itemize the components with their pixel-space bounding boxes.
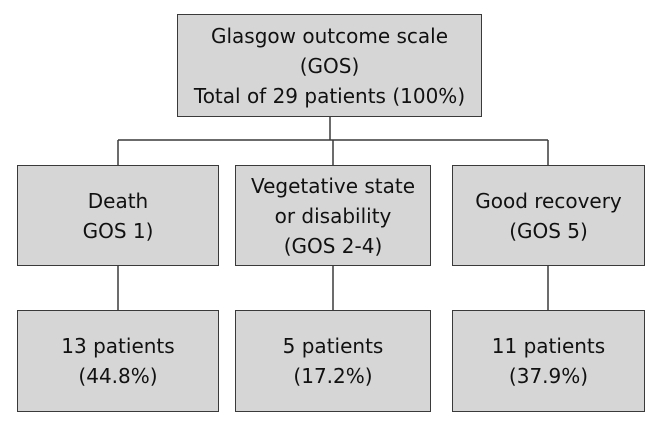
root-total: Total of 29 patients (100%) <box>193 83 466 108</box>
category-good-recovery-code: (GOS 5) <box>509 218 588 243</box>
result-vegetative-percent: (17.2%) <box>293 364 373 388</box>
result-good-recovery-percent: (37.9%) <box>508 364 589 388</box>
category-death-box: Death GOS 1) <box>17 165 219 266</box>
category-good-recovery-box: Good recovery (GOS 5) <box>452 165 645 266</box>
category-death-code: GOS 1) <box>82 218 154 243</box>
root-abbreviation: (GOS) <box>299 53 360 78</box>
result-good-recovery-box: 11 patients (37.9%) <box>452 310 645 412</box>
category-vegetative-label-2: or disability <box>274 203 392 228</box>
result-death-percent: (44.8%) <box>78 364 158 388</box>
result-death-count: 13 patients <box>61 334 175 358</box>
category-vegetative-label: Vegetative state <box>250 173 416 198</box>
category-good-recovery-label: Good recovery <box>475 188 622 213</box>
result-vegetative-box: 5 patients (17.2%) <box>235 310 431 412</box>
result-good-recovery-count: 11 patients <box>491 334 606 358</box>
root-box: Glasgow outcome scale (GOS) Total of 29 … <box>177 14 482 117</box>
category-death-label: Death <box>87 188 149 213</box>
result-death-box: 13 patients (44.8%) <box>17 310 219 412</box>
category-vegetative-box: Vegetative state or disability (GOS 2-4) <box>235 165 431 266</box>
category-vegetative-code: (GOS 2-4) <box>283 233 383 258</box>
root-title: Glasgow outcome scale <box>210 23 449 48</box>
result-vegetative-count: 5 patients <box>282 334 384 358</box>
